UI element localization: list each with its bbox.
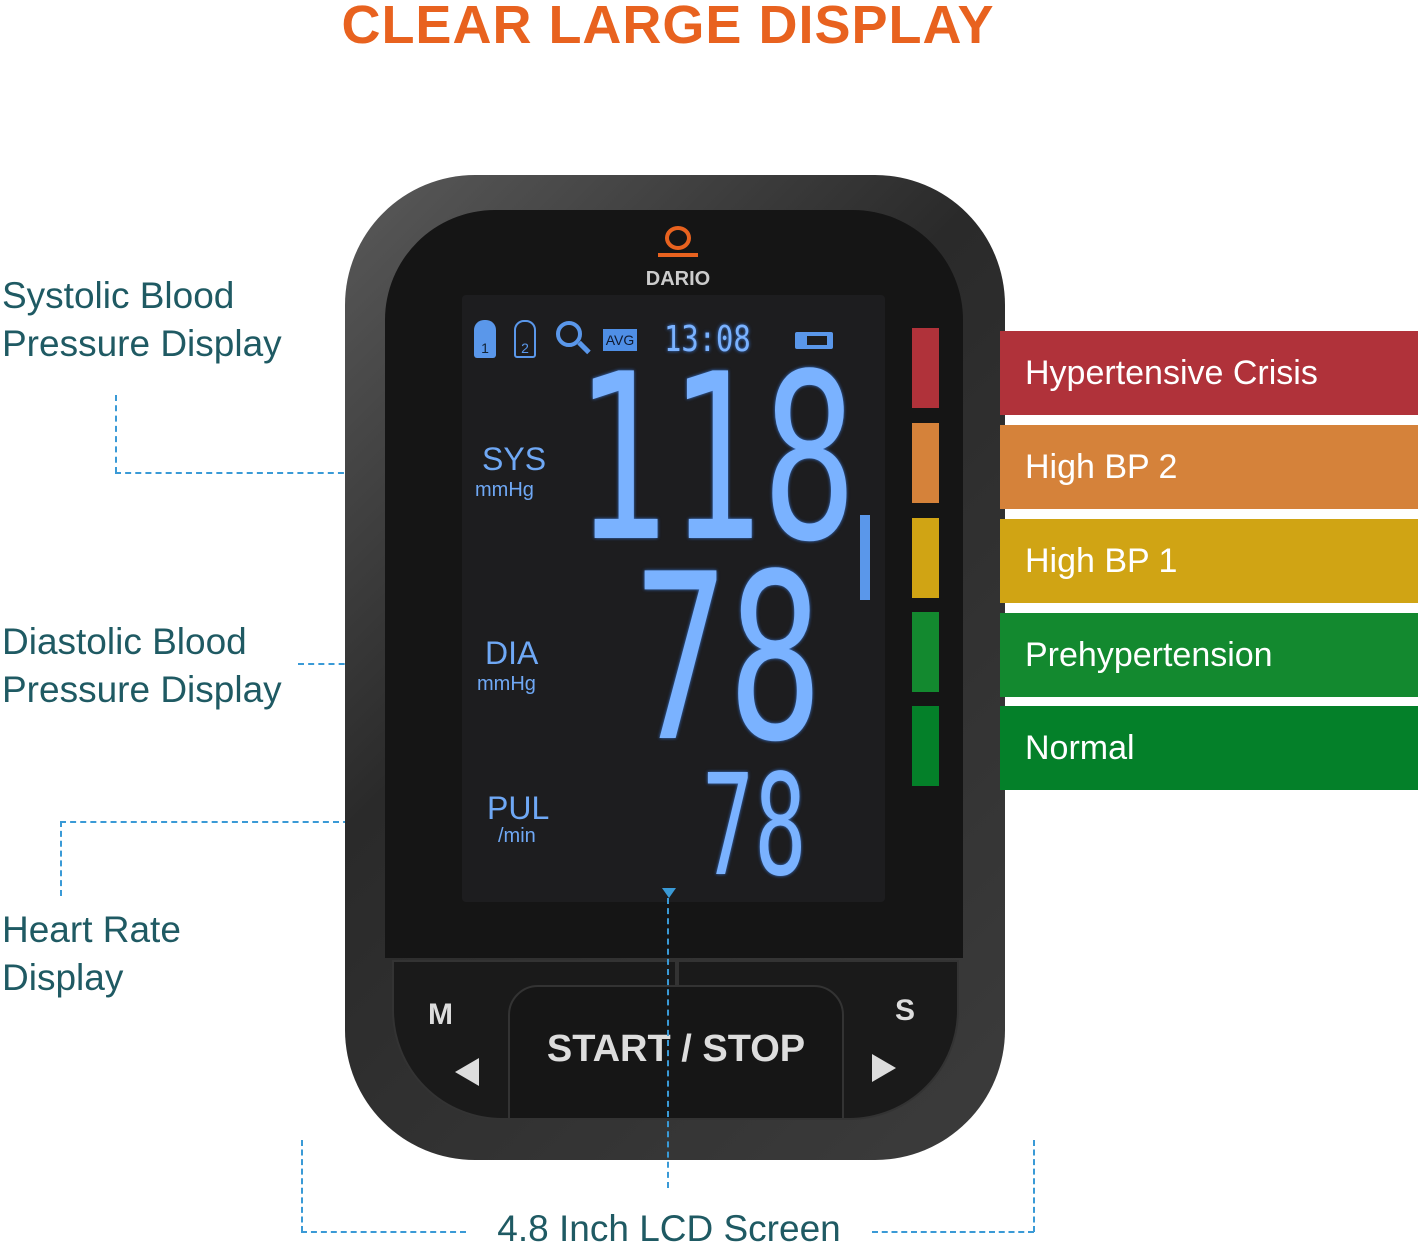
scale-bar-high2 xyxy=(912,423,939,503)
diastolic-value: 78 xyxy=(634,526,823,793)
set-label: S xyxy=(895,994,916,1027)
leader-line xyxy=(1033,1140,1035,1232)
pul-label: PUL xyxy=(487,790,550,826)
band-normal: Normal xyxy=(1000,706,1418,790)
leader-line xyxy=(872,1231,1034,1233)
pulse-value: 78 xyxy=(702,745,807,908)
level-indicator xyxy=(860,515,870,600)
sys-unit: mmHg xyxy=(475,479,534,501)
battery-icon xyxy=(795,332,833,349)
callout-line: Systolic Blood xyxy=(2,275,235,316)
scale-bar-prehyp xyxy=(912,612,939,692)
scale-bar-crisis xyxy=(912,328,939,408)
band-hypertensive-crisis: Hypertensive Crisis xyxy=(1000,331,1418,415)
heart-rate-callout: Heart Rate Display xyxy=(2,906,181,1002)
scale-bar-normal xyxy=(912,706,939,786)
band-high-bp-2: High BP 2 xyxy=(1000,425,1418,509)
pointer-arrow-icon xyxy=(662,888,676,898)
systolic-callout: Systolic Blood Pressure Display xyxy=(2,272,282,368)
screen-size-label: 4.8 Inch LCD Screen xyxy=(497,1208,841,1249)
leader-line xyxy=(115,472,425,474)
scale-bar-high1 xyxy=(912,518,939,598)
systolic-value: 118 xyxy=(574,326,857,593)
callout-line: Display xyxy=(2,957,124,998)
band-prehypertension: Prehypertension xyxy=(1000,613,1418,697)
diastolic-callout: Diastolic Blood Pressure Display xyxy=(2,618,282,714)
callout-line: Pressure Display xyxy=(2,323,282,364)
band-high-bp-1: High BP 1 xyxy=(1000,519,1418,603)
start-stop-button[interactable] xyxy=(508,985,844,1120)
right-arrow-icon xyxy=(872,1054,896,1082)
callout-line: Pressure Display xyxy=(2,669,282,710)
callout-line: Diastolic Blood xyxy=(2,621,247,662)
dia-unit: mmHg xyxy=(477,673,536,695)
lcd-screen: 1 2 AVG 13:08 SYS mmHg 118 DIA mmHg 78 P… xyxy=(462,295,885,902)
leader-line xyxy=(60,821,62,896)
leader-line xyxy=(60,821,430,823)
leader-line xyxy=(115,395,117,473)
user-1-icon: 1 xyxy=(474,320,496,358)
pul-unit: /min xyxy=(498,825,536,847)
leader-line xyxy=(301,1231,466,1233)
start-stop-label: START / STOP xyxy=(546,1028,806,1070)
sys-label: SYS xyxy=(482,441,547,477)
user-2-icon: 2 xyxy=(514,320,536,358)
dario-logo-icon xyxy=(658,226,698,262)
search-icon xyxy=(556,321,582,347)
leader-line xyxy=(667,898,669,1188)
avg-indicator: AVG xyxy=(603,329,637,351)
dia-label: DIA xyxy=(485,635,539,671)
left-arrow-icon xyxy=(455,1058,479,1086)
memory-label: M xyxy=(428,998,453,1031)
clock-time: 13:08 xyxy=(664,319,751,360)
brand-name: DARIO xyxy=(645,268,711,290)
callout-line: Heart Rate xyxy=(2,909,181,950)
leader-line xyxy=(301,1140,303,1232)
page-title: CLEAR LARGE DISPLAY xyxy=(341,0,995,55)
